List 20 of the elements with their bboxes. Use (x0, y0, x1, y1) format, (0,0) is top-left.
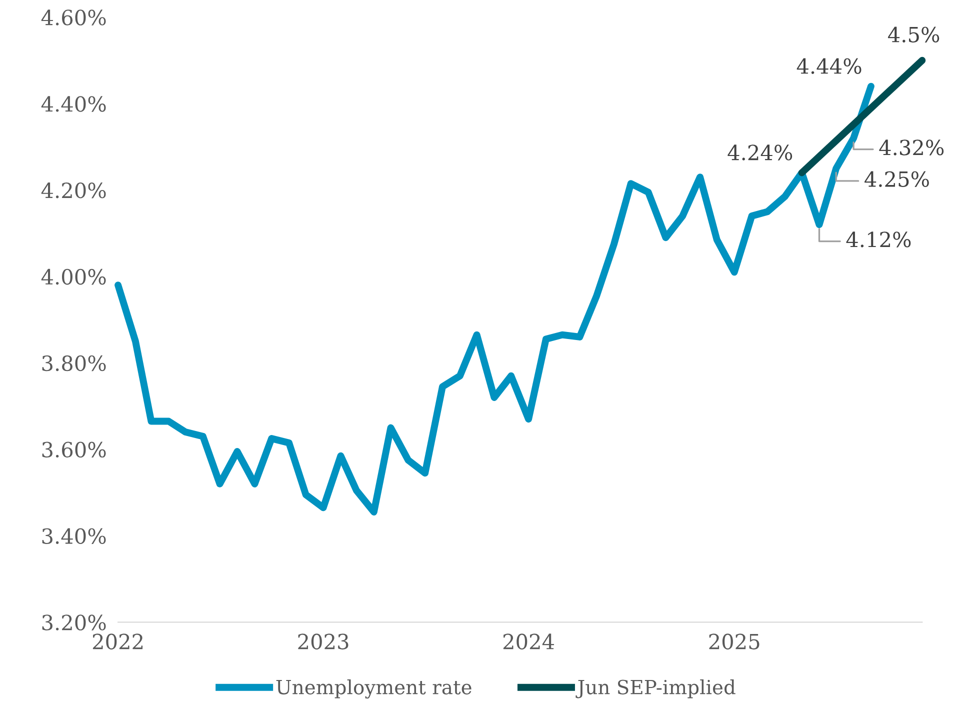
y-tick-label: 4.40% (41, 96, 106, 112)
legend-label: Unemployment rate (276, 679, 472, 698)
data-label: 4.44% (796, 58, 862, 74)
x-tick-label: 2025 (709, 634, 760, 650)
data-label: 4.25% (864, 171, 929, 187)
data-label: 4.12% (846, 232, 911, 248)
data-label: 4.32% (879, 140, 944, 156)
data-label: 4.5% (888, 26, 940, 42)
x-tick-label: 2022 (92, 634, 143, 650)
y-tick-label: 4.00% (41, 268, 106, 285)
y-tick-label: 3.20% (42, 614, 106, 630)
y-tick-label: 3.60% (42, 442, 106, 458)
y-tick-label: 3.40% (42, 528, 106, 544)
x-tick-label: 2024 (503, 634, 554, 650)
y-tick-label: 4.20% (41, 182, 106, 198)
y-tick-label: 4.60% (41, 10, 106, 26)
x-tick-label: 2023 (298, 634, 348, 650)
data-label: 4.24% (728, 144, 792, 160)
legend-label: Jun SEP-implied (576, 679, 736, 698)
y-tick-label: 3.80% (42, 355, 106, 372)
